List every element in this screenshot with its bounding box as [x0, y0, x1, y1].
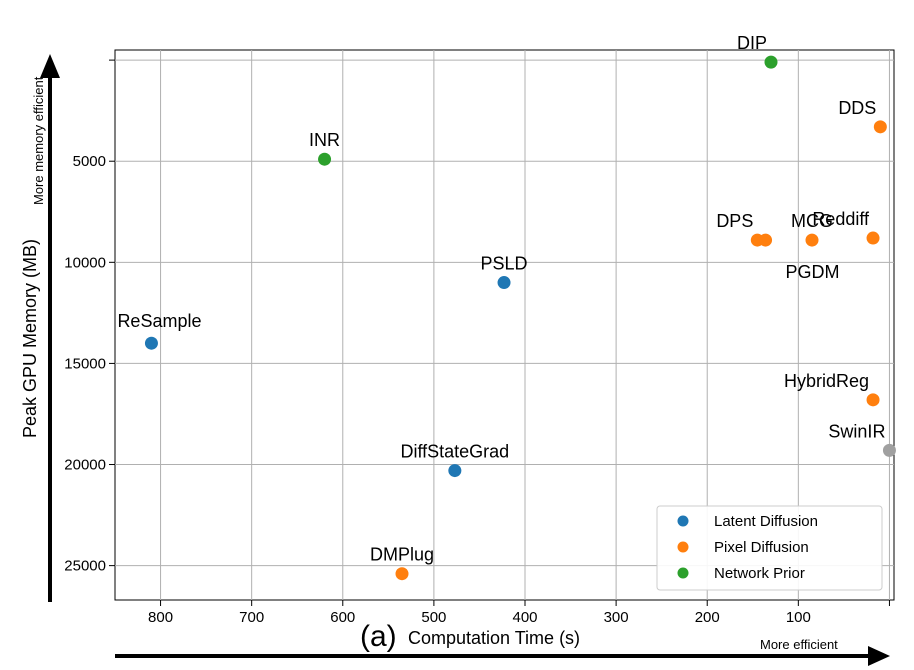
legend-entry-label: Pixel Diffusion — [714, 539, 809, 556]
y-axis-label: Peak GPU Memory (MB) — [20, 239, 40, 438]
legend-entry-label: Network Prior — [714, 565, 805, 582]
point-label-inr: INR — [309, 130, 340, 150]
point-label-mcg: MCG — [791, 211, 833, 231]
point-label-dmplug: DMPlug — [370, 545, 434, 565]
point-label-dds: DDS — [838, 98, 876, 118]
legend-entry-label: Latent Diffusion — [714, 513, 818, 530]
x-arrow-text: More efficient — [760, 637, 838, 652]
x-tick-label: 300 — [604, 609, 629, 626]
point-label-reddiff: Reddiff — [812, 209, 870, 229]
plot-area — [114, 49, 895, 601]
legend: Latent Diffusion Pixel Diffusion Network P… — [656, 505, 883, 591]
y-tick-label: 5000 — [73, 153, 106, 170]
data-point-mcg — [805, 233, 819, 247]
x-tick-label: 200 — [695, 609, 720, 626]
data-point-pgdm — [759, 233, 773, 247]
point-label-swinir: SwinIR — [828, 421, 885, 441]
x-tick-label: 600 — [330, 609, 355, 626]
x-axis-label: Computation Time (s) — [408, 628, 580, 648]
data-point-inr — [318, 152, 332, 166]
point-label-psld: PSLD — [481, 254, 528, 274]
data-point-dds — [873, 120, 887, 134]
legend-marker — [677, 515, 689, 527]
data-point-swinir — [882, 443, 896, 457]
data-point-resample — [144, 336, 158, 350]
point-label-hybridreg: HybridReg — [784, 371, 869, 391]
grid-lines — [115, 50, 894, 600]
point-label-dps: DPS — [716, 211, 753, 231]
y-tick-label: 10000 — [64, 254, 106, 271]
legend-box — [656, 505, 883, 591]
x-tick-label: 400 — [512, 609, 537, 626]
point-label-pgdm: PGDM — [786, 262, 840, 282]
legend-marker — [677, 541, 689, 553]
y-arrow-text: More memory efficient — [31, 76, 46, 205]
y-tick-label: 25000 — [64, 558, 106, 575]
data-point-dip — [764, 55, 778, 69]
panel-label: (a) — [360, 620, 397, 653]
point-label-diffstategrad: DiffStateGrad — [400, 442, 509, 462]
x-tick-label: 100 — [786, 609, 811, 626]
point-label-resample: ReSample — [117, 311, 201, 331]
x-axis-ticks: 800 700 600 500 400 300 200 100 — [148, 600, 890, 626]
x-tick-label: 800 — [148, 609, 173, 626]
point-label-dip: DIP — [737, 33, 767, 53]
data-point-diffstategrad — [448, 464, 462, 478]
data-point-reddiff — [866, 231, 880, 245]
data-point-psld — [497, 276, 511, 290]
y-tick-label: 20000 — [64, 457, 106, 474]
data-point-dmplug — [395, 567, 409, 581]
data-point-hybridreg — [866, 393, 880, 407]
x-efficiency-arrow — [115, 646, 890, 666]
x-tick-label: 500 — [421, 609, 446, 626]
y-tick-label: 15000 — [64, 355, 106, 372]
y-axis-ticks: 5000 10000 15000 20000 25000 — [64, 59, 115, 575]
legend-marker — [677, 567, 689, 579]
data-points — [144, 55, 896, 581]
x-tick-label: 700 — [239, 609, 264, 626]
y-efficiency-arrow — [40, 54, 60, 602]
